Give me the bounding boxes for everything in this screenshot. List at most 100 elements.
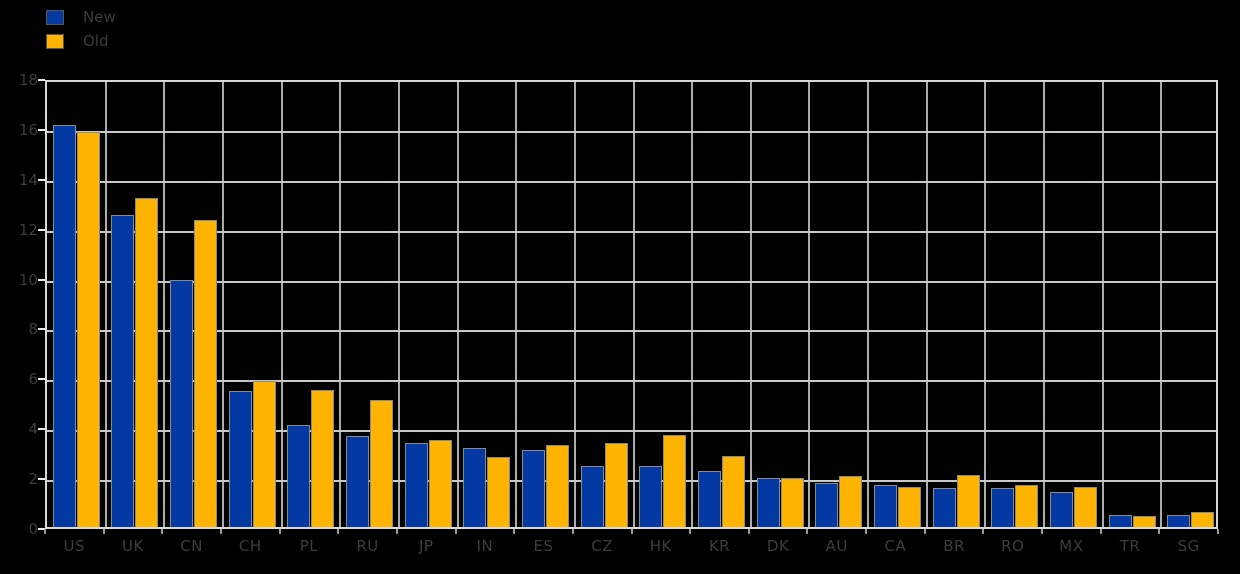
bar-old-US — [76, 131, 100, 527]
legend-label-old: Old — [83, 32, 109, 50]
bar-old-TR — [1132, 515, 1156, 527]
gridline-horizontal — [47, 180, 1216, 183]
chart-legend: New Old — [46, 5, 116, 53]
x-category-label: IN — [476, 537, 494, 555]
x-category-label: DK — [766, 537, 790, 555]
gridline-horizontal — [47, 380, 1216, 383]
bar-old-PL — [311, 389, 335, 527]
bar-new-BR — [932, 488, 956, 527]
legend-label-new: New — [83, 8, 116, 26]
x-tick-mark — [44, 529, 46, 534]
bar-new-AU — [815, 483, 839, 527]
bar-old-HK — [663, 434, 687, 527]
y-tick-label: 10 — [18, 270, 38, 289]
gridline-vertical — [397, 82, 400, 527]
y-tick-mark — [38, 478, 45, 481]
x-tick-mark — [395, 529, 398, 534]
bar-new-US — [52, 125, 76, 527]
bar-old-KR — [721, 455, 745, 527]
gridline-vertical — [925, 82, 928, 527]
x-tick-mark — [571, 529, 574, 534]
y-tick-label: 0 — [28, 520, 38, 538]
x-tick-mark — [747, 529, 750, 534]
y-tick-label: 4 — [28, 420, 38, 439]
y-tick-label: 2 — [28, 470, 38, 489]
gridline-horizontal — [47, 280, 1216, 283]
gridline-vertical — [104, 82, 107, 527]
bar-old-UK — [135, 197, 159, 527]
x-category-label: SG — [1177, 537, 1200, 555]
bar-old-AU — [839, 475, 863, 527]
gridline-vertical — [515, 82, 518, 527]
gridline-vertical — [749, 82, 752, 527]
gridline-vertical — [1101, 82, 1104, 527]
y-tick-label: 6 — [28, 370, 38, 389]
bar-new-SG — [1167, 514, 1191, 527]
bar-new-CH — [228, 391, 252, 527]
y-tick-mark — [38, 79, 45, 81]
x-tick-mark — [1158, 529, 1161, 534]
x-tick-mark — [513, 529, 516, 534]
bar-new-KR — [697, 470, 721, 527]
gridline-horizontal — [47, 430, 1216, 433]
x-tick-mark — [219, 529, 222, 534]
bar-old-CA — [897, 487, 921, 527]
x-tick-mark — [337, 529, 340, 534]
gridline-vertical — [1160, 82, 1163, 527]
x-tick-mark — [454, 529, 457, 534]
legend-swatch-old — [46, 33, 64, 49]
y-tick-mark — [38, 428, 45, 431]
x-category-label: CH — [238, 537, 262, 555]
bar-new-TR — [1108, 514, 1132, 527]
x-tick-mark — [630, 529, 633, 534]
bar-new-CA — [873, 484, 897, 527]
x-category-label: CZ — [591, 537, 614, 555]
bar-old-CN — [194, 220, 218, 527]
x-category-label: RO — [1001, 537, 1025, 555]
bar-old-RU — [370, 399, 394, 527]
x-category-label: CN — [180, 537, 203, 555]
x-category-label: AU — [825, 537, 848, 555]
y-tick-mark — [38, 378, 45, 381]
bar-old-SG — [1191, 512, 1215, 527]
x-category-label: BR — [943, 537, 965, 555]
gridline-vertical — [632, 82, 635, 527]
bar-new-PL — [287, 424, 311, 527]
plot-area — [45, 80, 1218, 529]
gridline-vertical — [339, 82, 342, 527]
gridline-vertical — [456, 82, 459, 527]
bar-new-JP — [404, 443, 428, 527]
gridline-vertical — [221, 82, 224, 527]
gridline-horizontal — [47, 130, 1216, 133]
legend-item-old: Old — [46, 29, 116, 53]
bar-old-CH — [252, 381, 276, 527]
bar-new-ES — [522, 449, 546, 527]
bar-new-CN — [170, 280, 194, 527]
y-tick-mark — [38, 178, 45, 181]
x-category-label: ES — [533, 537, 554, 555]
bar-new-MX — [1049, 492, 1073, 527]
gridline-vertical — [280, 82, 283, 527]
bar-old-BR — [956, 474, 980, 527]
x-category-label: MX — [1059, 537, 1084, 555]
x-category-label: TR — [1119, 537, 1141, 555]
x-tick-mark — [102, 529, 105, 534]
x-tick-mark — [982, 529, 985, 534]
bar-new-UK — [111, 215, 135, 527]
bar-old-ES — [546, 444, 570, 527]
y-tick-label: 18 — [18, 71, 38, 89]
x-category-label: KR — [708, 537, 731, 555]
gridline-vertical — [808, 82, 811, 527]
x-category-label: UK — [122, 537, 144, 555]
x-tick-mark — [689, 529, 692, 534]
gridline-vertical — [163, 82, 166, 527]
bar-old-DK — [780, 478, 804, 527]
x-category-label: RU — [356, 537, 379, 555]
bar-old-JP — [428, 439, 452, 527]
y-tick-label: 16 — [18, 120, 38, 139]
gridline-vertical — [691, 82, 694, 527]
x-category-label: HK — [649, 537, 672, 555]
x-tick-mark — [1041, 529, 1044, 534]
gridline-vertical — [984, 82, 987, 527]
